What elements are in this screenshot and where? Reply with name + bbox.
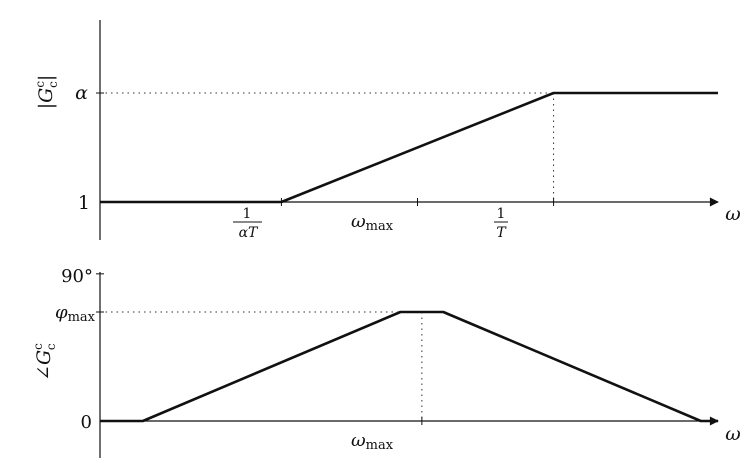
magnitude-ylabel-bar-close: | (35, 75, 57, 81)
phase-panel: 90° φmax 0 ∠Gcc ωmax ω (31, 266, 741, 458)
phase-ylabel-sup: c (31, 343, 45, 350)
ytick-phi-max-sub: max (68, 310, 96, 325)
magnitude-panel: α 1 |Gcc| 1 αT ωmax 1 T ω (33, 20, 741, 241)
magnitude-xlabel-omega: ω (725, 203, 741, 225)
phase-ylabel-main: ∠G (33, 350, 55, 381)
xtick-omega-max-top-sub: max (366, 219, 394, 234)
ytick-phi-max-main: φ (55, 302, 68, 323)
xtick-omega-max-bottom-main: ω (351, 430, 366, 451)
xtick-one-over-t-denominator: T (496, 225, 507, 241)
xtick-one-over-alpha-t-numerator: 1 (243, 206, 252, 222)
ytick-label-zero: 0 (81, 412, 92, 433)
ytick-label-one: 1 (78, 192, 90, 214)
magnitude-ylabel-sup: c (33, 81, 47, 88)
phase-ylabel-sub: c (44, 343, 58, 350)
ytick-label-phi-max: φmax (55, 302, 96, 325)
magnitude-ylabel: |Gcc| (33, 75, 60, 109)
phase-series-line (100, 310, 718, 423)
ytick-label-ninety-degrees: 90° (61, 266, 93, 287)
magnitude-ylabel-bar-open: |G (35, 88, 57, 110)
phase-xlabel-omega: ω (725, 423, 741, 445)
xtick-one-over-alpha-t-denominator: αT (239, 225, 259, 241)
xtick-omega-max-bottom-sub: max (366, 438, 394, 453)
xtick-label-omega-max-bottom: ωmax (351, 430, 394, 453)
phase-ylabel: ∠Gcc (31, 343, 58, 381)
xtick-label-one-over-alpha-t: 1 αT (233, 206, 262, 241)
xtick-one-over-t-numerator: 1 (497, 206, 506, 222)
magnitude-ylabel-sub: c (46, 81, 60, 88)
xtick-label-one-over-t: 1 T (494, 206, 508, 241)
ytick-label-alpha: α (75, 82, 88, 104)
xtick-label-omega-max-top: ωmax (351, 211, 394, 234)
magnitude-series-line (100, 91, 718, 204)
xtick-omega-max-top-main: ω (351, 211, 366, 232)
